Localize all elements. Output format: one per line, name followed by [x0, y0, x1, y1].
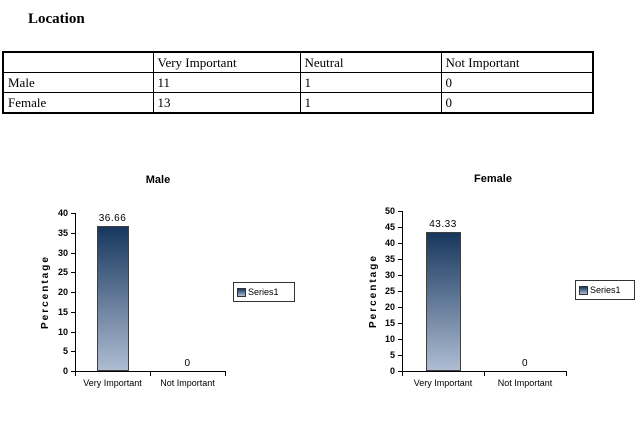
y-tick-mark [71, 232, 75, 234]
x-tick-mark [225, 372, 226, 376]
value-cell: 1 [299, 92, 442, 114]
table-header-cell [2, 51, 154, 73]
y-tick-label: 30 [57, 247, 68, 258]
legend: Series1 [575, 280, 635, 300]
y-tick-mark [398, 371, 402, 372]
y-tick-label: 10 [57, 326, 68, 337]
chart-title: Female [474, 173, 512, 185]
table-header-row: Very Important Neutral Not Important [2, 51, 594, 73]
y-tick-mark [398, 275, 402, 276]
y-tick-mark [398, 259, 402, 260]
value-cell: 11 [152, 72, 301, 93]
y-tick-mark [398, 211, 402, 212]
x-tick-mark [402, 372, 403, 376]
bar-value-label: 0 [184, 358, 191, 369]
y-tick-label: 25 [57, 267, 68, 278]
x-tick-mark [75, 372, 76, 376]
y-tick-mark [71, 213, 75, 214]
y-tick-mark [71, 292, 75, 293]
y-tick-label: 5 [62, 346, 68, 357]
table-body: Male 11 1 0 Female 13 1 0 [2, 72, 594, 114]
y-tick-mark [398, 339, 402, 340]
y-tick-label: 5 [389, 350, 395, 360]
y-axis-line [402, 211, 403, 372]
bar [426, 232, 461, 371]
y-tick-mark [398, 243, 402, 244]
y-tick-mark [398, 355, 402, 356]
y-tick-mark [398, 307, 402, 308]
table-head: Very Important Neutral Not Important [2, 51, 594, 73]
y-tick-label: 20 [57, 287, 68, 297]
table-row: Male 11 1 0 [2, 72, 594, 93]
y-tick-label: 15 [384, 318, 395, 328]
y-tick-mark [71, 272, 75, 274]
x-tick-mark [484, 372, 485, 376]
chart-male: Male Percentage 0 5 10 15 20 25 30 35 40 36.66 Very … [40, 168, 312, 403]
y-tick-mark [71, 311, 75, 313]
chart-female: Female Percentage 0 5 10 15 20 25 30 35 40 45 50 43.3… [360, 168, 636, 403]
table-row: Female 13 1 0 [2, 92, 594, 114]
y-tick-label: 45 [384, 222, 395, 232]
row-label-cell: Male [2, 72, 154, 93]
y-tick-label: 20 [384, 302, 395, 312]
x-tick-mark [150, 372, 151, 376]
y-tick-label: 40 [384, 238, 395, 248]
y-tick-label: 50 [384, 206, 395, 216]
y-tick-label: 10 [384, 334, 395, 344]
y-tick-label: 35 [57, 227, 68, 238]
bar-value-label: 36.66 [98, 213, 127, 224]
table-header-cell: Not Important [440, 51, 594, 73]
y-tick-label: 15 [57, 306, 68, 317]
row-label-cell: Female [2, 92, 154, 114]
x-axis-line [402, 371, 567, 372]
chart-title: Male [145, 174, 171, 186]
x-tick-mark [566, 372, 567, 376]
survey-table: Very Important Neutral Not Important Male 1… [2, 51, 594, 114]
y-tick-mark [71, 371, 75, 372]
category-label: Not Important [160, 378, 215, 388]
category-label: Very Important [413, 378, 473, 388]
category-label: Not Important [497, 378, 553, 388]
bar [97, 226, 129, 371]
y-tick-mark [398, 227, 402, 228]
y-tick-mark [398, 291, 402, 292]
y-tick-label: 40 [57, 208, 68, 218]
y-tick-label: 0 [62, 366, 68, 376]
y-tick-mark [71, 351, 75, 353]
y-tick-label: 25 [384, 286, 395, 296]
legend-series-marker-icon [579, 285, 588, 295]
legend-series-label: Series1 [590, 285, 621, 295]
y-tick-label: 30 [384, 270, 395, 280]
y-tick-label: 35 [384, 254, 395, 264]
y-tick-mark [71, 331, 75, 333]
value-cell: 1 [299, 72, 442, 93]
value-cell: 13 [152, 92, 301, 114]
y-axis-line [75, 213, 76, 372]
legend: Series1 [233, 282, 295, 302]
table-header-cell: Neutral [299, 51, 442, 73]
bar-value-label: 0 [521, 358, 529, 369]
legend-series-marker-icon [237, 287, 246, 297]
value-cell: 0 [440, 92, 594, 114]
bar-value-label: 43.33 [429, 219, 457, 230]
value-cell: 0 [440, 72, 594, 93]
y-tick-mark [398, 323, 402, 324]
y-tick-label: 0 [389, 366, 395, 376]
y-tick-mark [71, 252, 75, 254]
category-label: Very Important [83, 378, 142, 388]
table-header-cell: Very Important [152, 51, 301, 73]
page-title: Location [28, 11, 85, 27]
legend-series-label: Series1 [248, 287, 279, 297]
x-axis-line [75, 371, 226, 372]
